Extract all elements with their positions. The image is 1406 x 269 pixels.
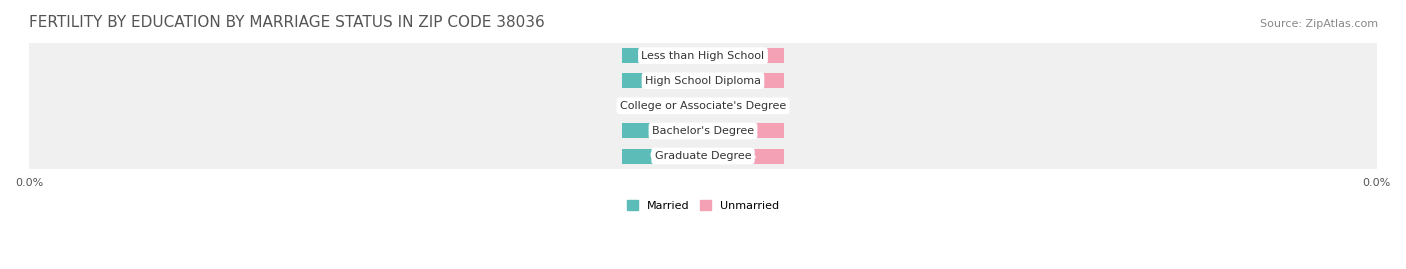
Text: 0.0%: 0.0%: [730, 101, 756, 111]
Text: 0.0%: 0.0%: [730, 51, 756, 61]
Text: Graduate Degree: Graduate Degree: [655, 151, 751, 161]
Bar: [30, 68, 1376, 93]
Bar: [621, 148, 703, 164]
Bar: [30, 93, 1376, 118]
Bar: [703, 73, 785, 88]
Text: 0.0%: 0.0%: [650, 101, 676, 111]
Text: 0.0%: 0.0%: [650, 76, 676, 86]
Text: 0.0%: 0.0%: [730, 151, 756, 161]
Bar: [621, 48, 703, 63]
Bar: [703, 148, 785, 164]
Bar: [621, 123, 703, 139]
Text: Less than High School: Less than High School: [641, 51, 765, 61]
Bar: [621, 98, 703, 114]
Text: 0.0%: 0.0%: [650, 151, 676, 161]
Bar: [703, 98, 785, 114]
Bar: [30, 143, 1376, 169]
Text: Bachelor's Degree: Bachelor's Degree: [652, 126, 754, 136]
Bar: [30, 118, 1376, 143]
Bar: [703, 123, 785, 139]
Bar: [30, 43, 1376, 68]
Legend: Married, Unmarried: Married, Unmarried: [621, 196, 785, 215]
Text: FERTILITY BY EDUCATION BY MARRIAGE STATUS IN ZIP CODE 38036: FERTILITY BY EDUCATION BY MARRIAGE STATU…: [30, 15, 546, 30]
Text: College or Associate's Degree: College or Associate's Degree: [620, 101, 786, 111]
Text: Source: ZipAtlas.com: Source: ZipAtlas.com: [1260, 19, 1378, 29]
Text: 0.0%: 0.0%: [730, 76, 756, 86]
Text: High School Diploma: High School Diploma: [645, 76, 761, 86]
Bar: [621, 73, 703, 88]
Text: 0.0%: 0.0%: [650, 126, 676, 136]
Text: 0.0%: 0.0%: [730, 126, 756, 136]
Bar: [703, 48, 785, 63]
Text: 0.0%: 0.0%: [650, 51, 676, 61]
